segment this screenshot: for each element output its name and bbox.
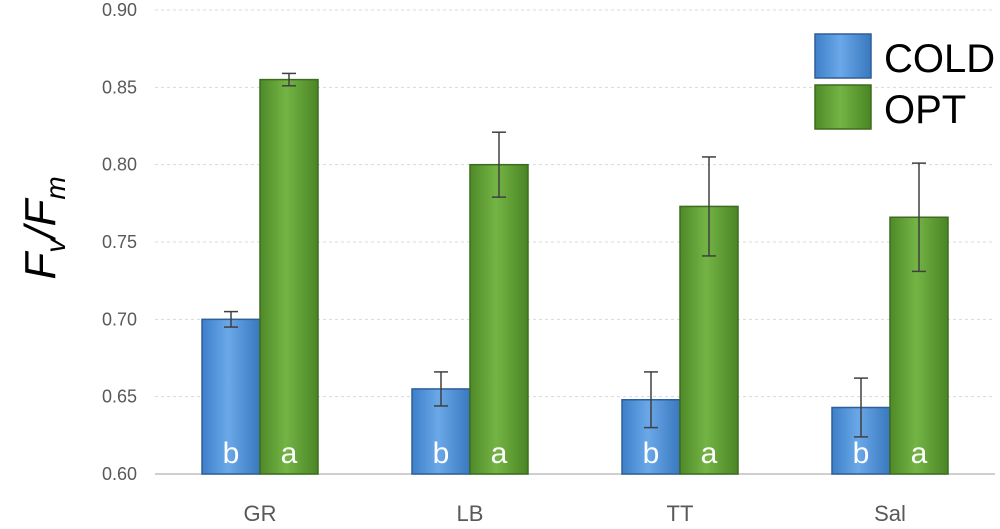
bars — [201, 78, 949, 475]
significance-letter-cold-sal: b — [853, 437, 870, 470]
x-tick-label: LB — [457, 501, 484, 526]
x-tick-label: GR — [244, 501, 277, 526]
significance-letter-cold-tt: b — [643, 437, 660, 470]
y-axis-ticks: 0.60 0.65 0.70 0.75 0.80 0.85 0.90 — [102, 0, 137, 484]
significance-letter-opt-lb: a — [491, 437, 508, 470]
bar-cold-lb — [411, 388, 471, 475]
significance-letter-opt-sal: a — [911, 437, 928, 470]
legend-label-cold: COLD — [884, 37, 995, 81]
y-tick-label: 0.85 — [102, 77, 137, 97]
significance-letter-opt-gr: a — [281, 437, 298, 470]
significance-letter-cold-gr: b — [223, 437, 240, 470]
legend-label-opt: OPT — [884, 88, 966, 132]
error-bars — [224, 72, 926, 438]
y-axis-label: Fv/Fm — [16, 176, 71, 279]
significance-letter-opt-tt: a — [701, 437, 718, 470]
y-tick-label: 0.90 — [102, 0, 137, 20]
bar-cold-gr — [201, 318, 261, 475]
bar-opt-gr — [259, 78, 319, 475]
x-tick-label: TT — [667, 501, 694, 526]
bar-opt-lb — [469, 163, 529, 475]
y-tick-label: 0.70 — [102, 309, 137, 329]
x-tick-label: Sal — [874, 501, 906, 526]
y-tick-label: 0.65 — [102, 387, 137, 407]
legend-swatch-opt — [814, 84, 872, 130]
y-tick-label: 0.80 — [102, 155, 137, 175]
legend-swatch-cold — [814, 33, 872, 79]
x-axis-ticks: GR LB TT Sal — [244, 501, 906, 526]
significance-letter-cold-lb: b — [433, 437, 450, 470]
legend: COLD OPT — [814, 33, 995, 132]
y-tick-label: 0.75 — [102, 232, 137, 252]
y-tick-label: 0.60 — [102, 464, 137, 484]
